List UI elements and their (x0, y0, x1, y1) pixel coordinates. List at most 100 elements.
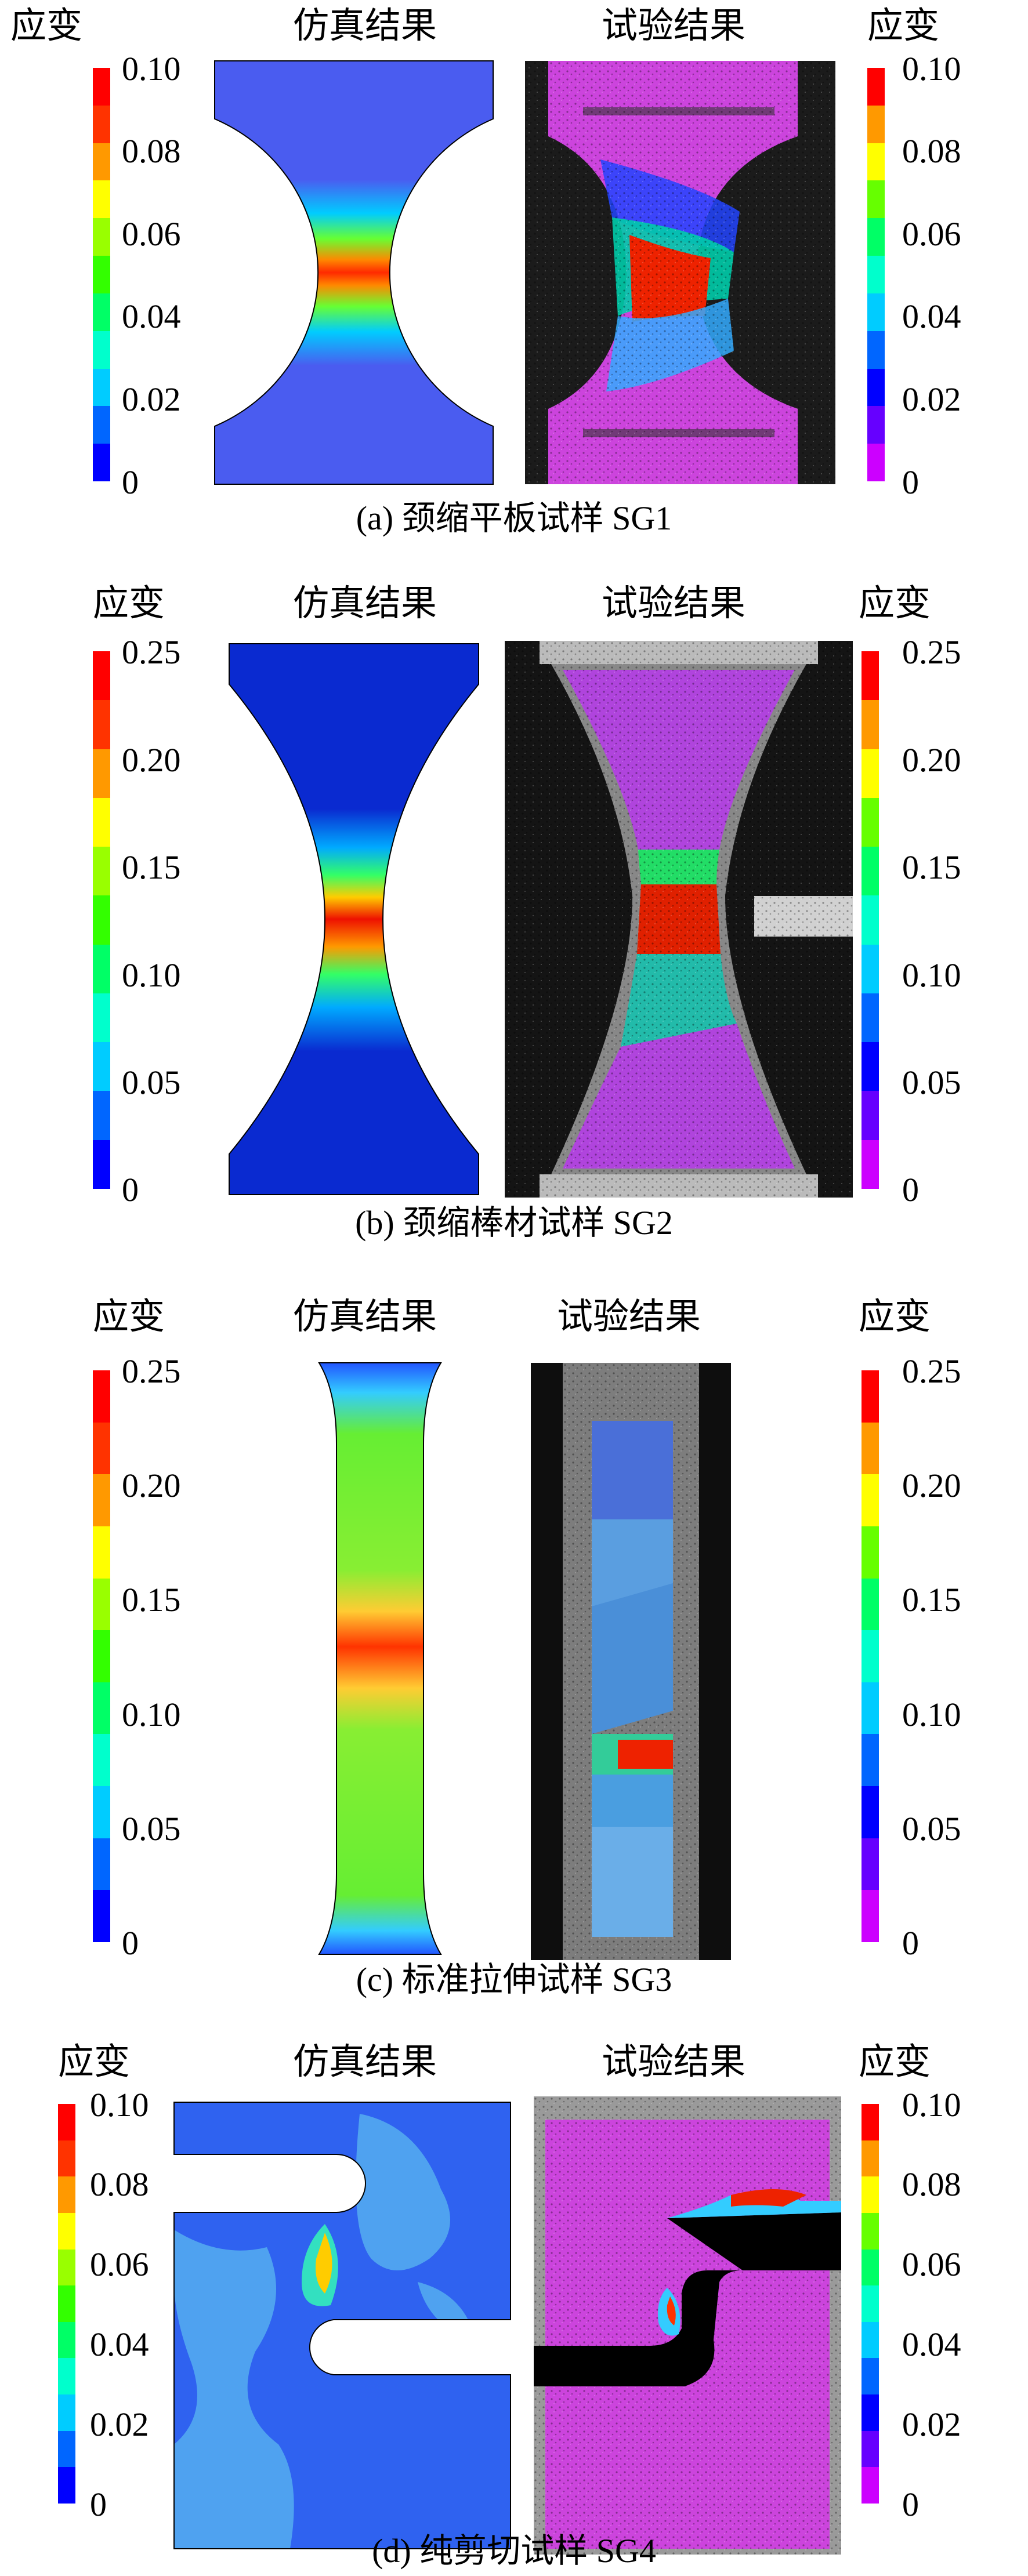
tick-right-0: 0 (902, 1924, 919, 1962)
legend-left-title: 应变 (58, 2042, 131, 2082)
colorbar-segment (93, 1370, 110, 1423)
caption-c: (c) 标准拉伸试样 SG3 (356, 1961, 672, 1998)
exp-photo-shear (534, 2096, 841, 2555)
colorbar-segment (93, 331, 110, 369)
colorbar-right (867, 68, 885, 481)
colorbar-segment (862, 1890, 879, 1942)
tick-left-1: 0.02 (122, 380, 181, 418)
colorbar-segment (93, 293, 110, 331)
colorbar-left (93, 68, 110, 481)
tick-right-1: 0.05 (902, 1064, 961, 1101)
colorbar-segment (93, 797, 110, 847)
tick-right-3: 0.06 (902, 2245, 961, 2283)
colorbar-segment (862, 2249, 879, 2286)
tick-right-3: 0.15 (902, 848, 961, 886)
tick-left-1: 0.05 (122, 1810, 181, 1848)
tick-right-2: 0.10 (902, 1696, 961, 1733)
tick-right-2: 0.04 (902, 297, 961, 335)
colorbar-segment (867, 180, 885, 219)
colorbar-right (862, 2104, 879, 2504)
colorbar-segment (58, 2430, 75, 2468)
colorbar-segment (93, 1578, 110, 1631)
colorbar-segment (93, 993, 110, 1043)
tick-left-3: 0.06 (122, 215, 181, 253)
colorbar-segment (862, 2212, 879, 2250)
tick-left-4: 0.08 (90, 2165, 149, 2203)
colorbar-segment (93, 180, 110, 219)
exp-title: 试验结果 (602, 6, 746, 46)
tick-right-0: 0 (902, 2486, 919, 2523)
colorbar-segment (93, 143, 110, 181)
colorbar-segment (93, 700, 110, 749)
colorbar-segment (862, 2176, 879, 2213)
colorbar-segment (93, 1734, 110, 1787)
colorbar-segment (93, 1422, 110, 1475)
tick-left-2: 0.10 (122, 1696, 181, 1733)
exp-title: 试验结果 (557, 1297, 701, 1337)
colorbar-right (862, 651, 879, 1189)
colorbar-segment (93, 105, 110, 143)
sim-specimen-shear (173, 2102, 511, 2549)
colorbar-left (58, 2104, 75, 2504)
colorbar-segment (93, 68, 110, 106)
tick-left-0: 0 (90, 2486, 107, 2523)
colorbar-segment (58, 2285, 75, 2322)
tick-left-5: 0.10 (90, 2086, 149, 2124)
tick-left-0: 0 (122, 463, 139, 501)
colorbar-segment (862, 2467, 879, 2504)
colorbar-segment (93, 1682, 110, 1735)
colorbar-segment (93, 1630, 110, 1682)
tick-left-5: 0.25 (122, 1352, 181, 1390)
colorbar-segment (862, 1474, 879, 1526)
tick-right-2: 0.10 (902, 956, 961, 994)
tick-left-2: 0.04 (122, 297, 181, 335)
colorbar-segment (93, 749, 110, 798)
tick-right-5: 0.10 (902, 2086, 961, 2124)
colorbar-segment (93, 1786, 110, 1838)
colorbar-segment (862, 1042, 879, 1091)
colorbar-segment (862, 847, 879, 896)
colorbar-segment (867, 256, 885, 293)
tick-left-0: 0 (122, 1171, 139, 1209)
colorbar-right (862, 1370, 879, 1942)
colorbar-segment (93, 1474, 110, 1526)
colorbar-segment (93, 1140, 110, 1189)
tick-left-5: 0.25 (122, 633, 181, 671)
colorbar-segment (867, 105, 885, 143)
colorbar-segment (93, 368, 110, 407)
colorbar-segment (867, 218, 885, 256)
colorbar-left (93, 1370, 110, 1942)
panel-d: 应变 仿真结果 试验结果 应变 0 0.02 0.04 0.06 0.08 0.… (0, 2038, 1028, 2576)
sim-title: 仿真结果 (293, 6, 437, 46)
legend-right-title: 应变 (867, 6, 940, 46)
tick-right-4: 0.20 (902, 741, 961, 779)
colorbar-segment (93, 1091, 110, 1140)
colorbar-segment (58, 2249, 75, 2286)
colorbar-segment (93, 944, 110, 993)
colorbar-segment (862, 797, 879, 847)
tick-right-5: 0.25 (902, 633, 961, 671)
colorbar-segment (862, 993, 879, 1043)
colorbar-segment (58, 2176, 75, 2213)
colorbar-segment (862, 1526, 879, 1579)
colorbar-segment (93, 847, 110, 896)
panel-a: 应变 仿真结果 试验结果 应变 0 0.02 0.04 0.06 0.08 0.… (0, 0, 1028, 557)
colorbar-segment (58, 2104, 75, 2140)
colorbar-segment (93, 444, 110, 481)
colorbar-segment (93, 256, 110, 293)
colorbar-segment (58, 2140, 75, 2177)
tick-left-3: 0.06 (90, 2245, 149, 2283)
colorbar-segment (862, 2104, 879, 2140)
legend-right-title: 应变 (859, 2042, 931, 2082)
exp-photo-standard (531, 1363, 731, 1960)
tick-right-5: 0.25 (902, 1352, 961, 1390)
colorbar-segment (862, 1682, 879, 1735)
caption-b: (b) 颈缩棒材试样 SG2 (355, 1204, 673, 1242)
colorbar-segment (862, 944, 879, 993)
colorbar-segment (862, 2285, 879, 2322)
colorbar-segment (867, 444, 885, 481)
legend-left-title: 应变 (10, 6, 83, 46)
colorbar-segment (862, 895, 879, 945)
colorbar-segment (862, 1838, 879, 1891)
sim-title: 仿真结果 (293, 2042, 437, 2082)
